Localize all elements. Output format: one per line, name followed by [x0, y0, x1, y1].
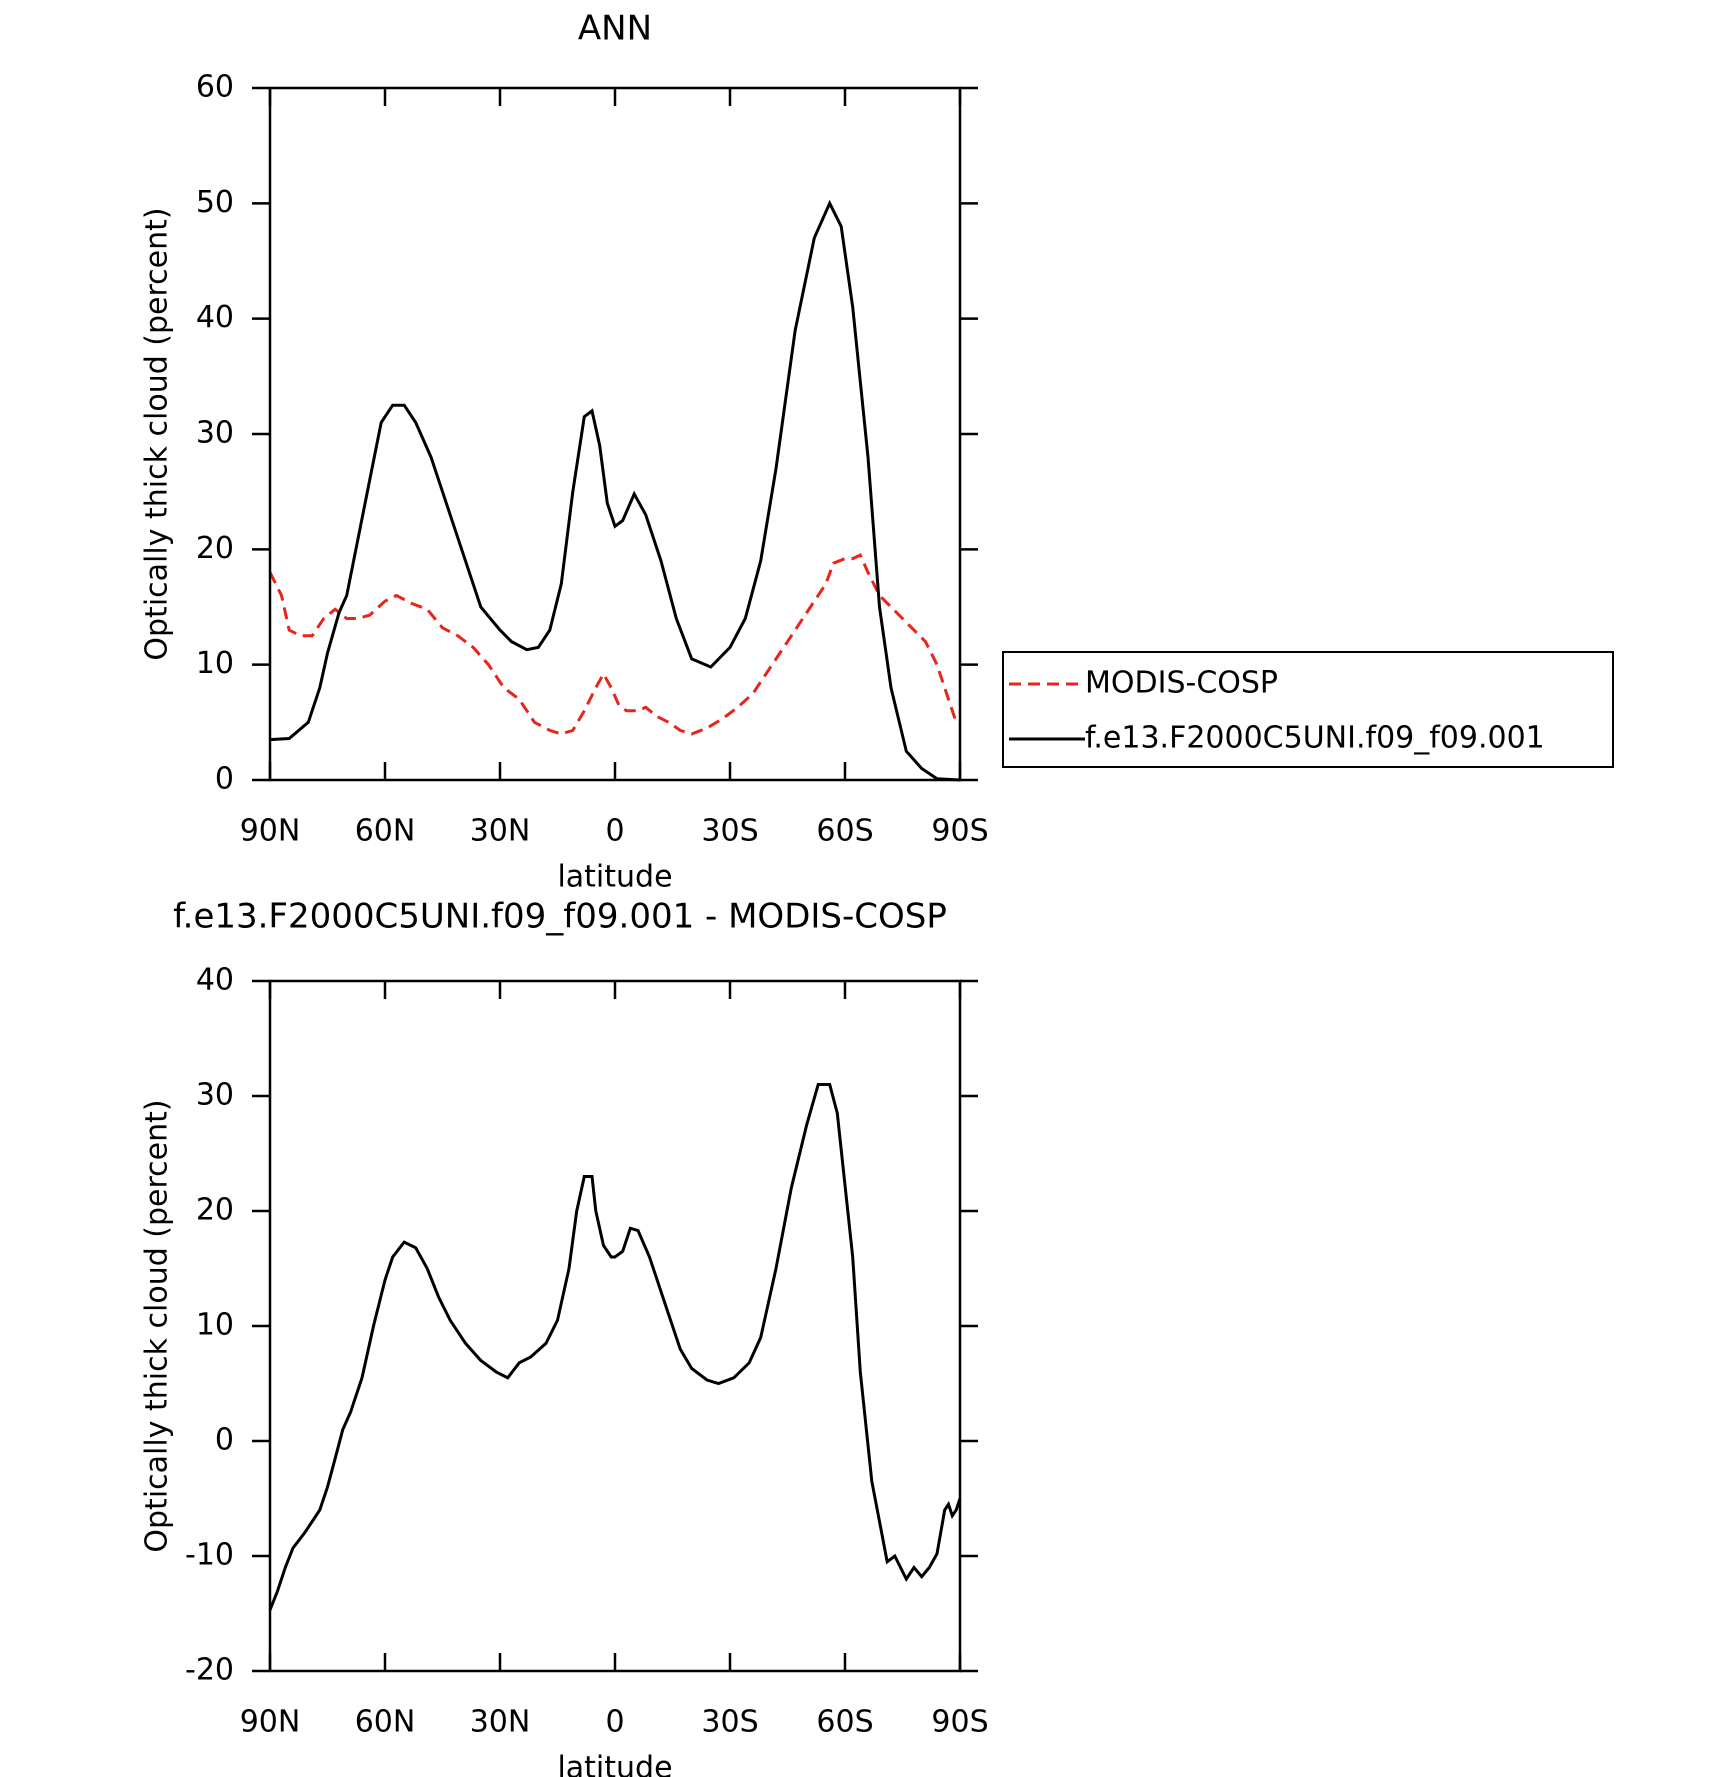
legend-box: [1002, 651, 1614, 768]
x-axis-label: latitude: [557, 1751, 672, 1777]
y-tick-label: 50: [196, 185, 234, 220]
x-tick-label: 60N: [355, 814, 416, 849]
x-axis-label: latitude: [557, 860, 672, 895]
x-tick-label: 60N: [355, 1705, 416, 1740]
y-tick-label: -10: [185, 1538, 234, 1573]
x-tick-label: 90N: [240, 814, 301, 849]
x-tick-label: 0: [605, 814, 624, 849]
legend-label: f.e13.F2000C5UNI.f09_f09.001: [1085, 721, 1545, 756]
y-tick-label: 30: [196, 1078, 234, 1113]
x-tick-label: 0: [605, 1705, 624, 1740]
y-tick-label: 60: [196, 70, 234, 105]
plot-frame: [268, 979, 962, 1673]
data-line: [268, 553, 958, 736]
y-tick-label: 20: [196, 1193, 234, 1228]
y-tick-label: 30: [196, 416, 234, 451]
y-tick-label: 40: [196, 300, 234, 335]
plot-frame: [268, 86, 962, 782]
y-tick-label: 20: [196, 531, 234, 566]
y-tick-label: 0: [215, 762, 234, 797]
x-tick-label: 60S: [816, 814, 873, 849]
x-tick-label: 30S: [701, 1705, 758, 1740]
y-tick-label: 10: [196, 1308, 234, 1343]
x-tick-label: 60S: [816, 1705, 873, 1740]
y-axis-label: Optically thick cloud (percent): [140, 1099, 175, 1552]
x-tick-label: 30N: [470, 814, 531, 849]
data-line: [268, 1083, 962, 1611]
y-tick-label: -20: [185, 1653, 234, 1688]
x-tick-label: 90S: [931, 1705, 988, 1740]
y-axis-label: Optically thick cloud (percent): [140, 207, 175, 660]
data-line: [269, 199, 961, 782]
x-tick-label: 30S: [701, 814, 758, 849]
y-tick-label: 10: [196, 646, 234, 681]
x-tick-label: 90S: [931, 814, 988, 849]
y-tick-label: 0: [215, 1423, 234, 1458]
chart-title: f.e13.F2000C5UNI.f09_f09.001 - MODIS-COS…: [173, 897, 947, 937]
chart-title: ANN: [578, 9, 652, 49]
y-tick-label: 40: [196, 963, 234, 998]
legend-label: MODIS-COSP: [1085, 666, 1278, 701]
x-tick-label: 90N: [240, 1705, 301, 1740]
x-tick-label: 30N: [470, 1705, 531, 1740]
